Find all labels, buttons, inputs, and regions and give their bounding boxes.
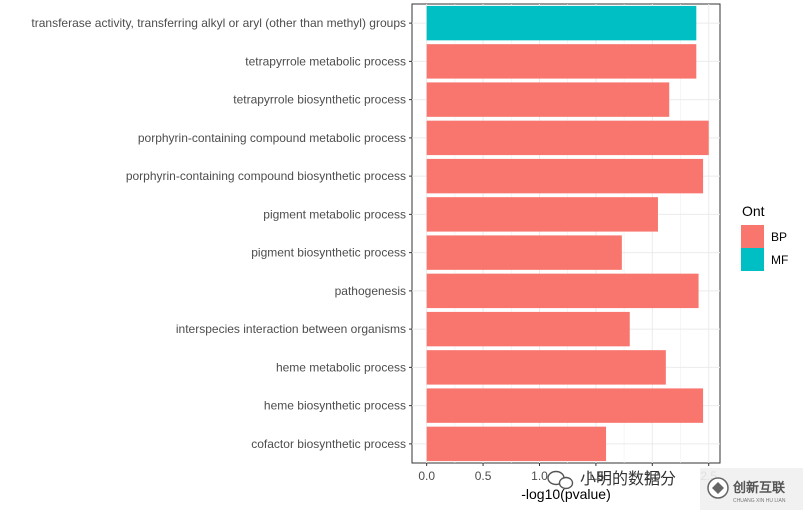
x-tick-label: 0.5 bbox=[475, 469, 492, 483]
y-tick-label: heme biosynthetic process bbox=[264, 399, 406, 413]
x-axis-title: -log10(pvalue) bbox=[521, 486, 611, 502]
brand-logo-icon bbox=[707, 477, 729, 499]
bar bbox=[426, 350, 666, 385]
bar bbox=[426, 235, 622, 270]
bar bbox=[426, 273, 699, 309]
legend-key-bp bbox=[741, 225, 764, 248]
bar bbox=[426, 388, 704, 423]
brand-name: 创新互联 bbox=[732, 480, 785, 495]
x-tick-label: 1.5 bbox=[588, 469, 605, 483]
x-tick-label: 2.0 bbox=[644, 469, 661, 483]
y-tick-label: pathogenesis bbox=[335, 284, 406, 298]
bar bbox=[426, 82, 670, 117]
y-tick-label: tetrapyrrole biosynthetic process bbox=[233, 93, 406, 107]
bar bbox=[426, 311, 630, 347]
plot-panel bbox=[411, 3, 721, 464]
bar bbox=[426, 158, 704, 194]
legend-key-mf bbox=[741, 248, 764, 271]
y-tick-label: porphyrin-containing compound biosynthet… bbox=[126, 169, 406, 183]
legend-title: Ont bbox=[742, 203, 765, 219]
y-tick-label: heme metabolic process bbox=[276, 360, 406, 374]
legend: Ont BP MF bbox=[741, 203, 788, 271]
legend-label-bp: BP bbox=[771, 230, 787, 244]
bar bbox=[426, 44, 697, 79]
bars bbox=[426, 5, 709, 462]
y-axis-tick-labels: transferase activity, transferring alkyl… bbox=[31, 16, 412, 451]
bar bbox=[426, 5, 697, 41]
watermark: 小明的数据分 创新互联 CHUANG XIN HU LIAN bbox=[547, 468, 803, 510]
y-tick-label: transferase activity, transferring alkyl… bbox=[31, 16, 406, 30]
y-tick-label: tetrapyrrole metabolic process bbox=[245, 54, 406, 68]
y-tick-label: interspecies interaction between organis… bbox=[176, 322, 406, 336]
brand-subtitle: CHUANG XIN HU LIAN bbox=[733, 498, 786, 504]
legend-label-mf: MF bbox=[771, 253, 788, 267]
y-tick-label: porphyrin-containing compound metabolic … bbox=[138, 131, 406, 145]
bar bbox=[426, 120, 709, 156]
y-tick-label: pigment biosynthetic process bbox=[251, 246, 406, 260]
bar bbox=[426, 426, 607, 462]
bar bbox=[426, 197, 658, 232]
y-tick-label: cofactor biosynthetic process bbox=[251, 437, 406, 451]
watermark-text: 小明的数据分 bbox=[580, 470, 676, 488]
wechat-icon bbox=[547, 470, 574, 490]
y-tick-label: pigment metabolic process bbox=[263, 207, 406, 221]
x-tick-label: 1.0 bbox=[531, 469, 548, 483]
x-tick-label: 0.0 bbox=[418, 469, 435, 483]
